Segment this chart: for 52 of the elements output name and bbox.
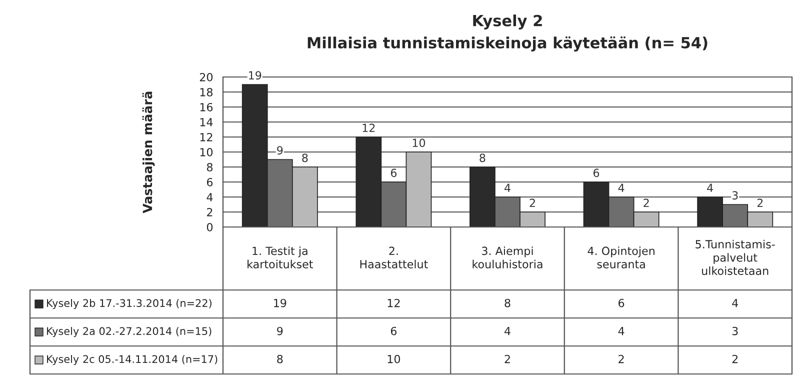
annotation: 6 (390, 168, 397, 178)
annotation: 3 (732, 191, 738, 200)
data-label: 10 (388, 354, 400, 364)
data-label: 4 (618, 326, 624, 336)
y-tick-label: 4 (206, 193, 213, 202)
y-tick-label: 8 (206, 162, 213, 172)
data-label: 19 (274, 298, 286, 308)
annotation: 2 (530, 198, 535, 207)
y-tick-label: 10 (200, 148, 213, 156)
x-tick-label: 3. Aiempi kouluhistoria (472, 246, 542, 268)
data-label: 9 (277, 326, 283, 336)
y-tick-label: 18 (200, 88, 213, 96)
data-label: 6 (618, 298, 624, 308)
data-label: 8 (277, 354, 283, 364)
chart-title: Kysely 2 (473, 14, 542, 30)
data-label: 4 (732, 298, 738, 308)
data-label: 12 (388, 298, 400, 308)
y-tick-label: 6 (206, 178, 213, 186)
data-label: 2 (732, 354, 738, 364)
data-label: 2 (618, 354, 624, 364)
y-tick-label: 12 (200, 132, 212, 142)
y-tick-label: 0 (206, 222, 213, 232)
annotation: 12 (362, 124, 375, 132)
x-tick-label: 1. Testit ja kartoitukset (248, 246, 313, 268)
annotation: 6 (594, 168, 600, 178)
legend-label: Kysely 2b 17.-31.3.2014 (n=22) (47, 298, 212, 310)
legend-label: Kysely 2c 05.-14.11.2014 (n=17) (47, 354, 218, 366)
legend-label: Kysely 2a 02.-27.2.2014 (n=15) (47, 326, 212, 338)
data-label: 8 (504, 298, 510, 308)
annotation: 4 (618, 184, 624, 192)
data-label: 3 (732, 326, 738, 336)
annotation: 4 (707, 184, 713, 192)
annotation: 4 (504, 184, 510, 192)
annotation: 8 (480, 154, 486, 162)
annotation: 2 (644, 198, 649, 207)
annotation: 2 (757, 198, 763, 207)
annotation: 19 (249, 71, 262, 80)
x-tick-label: 4. Opintojen seuranta (588, 246, 654, 268)
data-label: 6 (390, 326, 397, 336)
annotation: 10 (412, 138, 426, 148)
chart-subtitle: Millaisia tunnistamiskeinoja käytetään (n= 54) (308, 36, 708, 52)
y-tick-label: 16 (200, 102, 213, 112)
y-axis-title: Vastaajien määrä (142, 92, 155, 214)
y-tick-label: 14 (200, 118, 213, 126)
x-tick-label: 2. Haastattelut (360, 246, 428, 268)
annotation: 9 (277, 146, 283, 155)
x-tick-label: 5.Tunnistamis- palvelut ulkoistetaan (696, 240, 775, 276)
y-tick-label: 20 (200, 72, 213, 82)
y-tick-label: 2 (207, 208, 212, 216)
annotation: 8 (302, 154, 308, 162)
data-label: 2 (504, 354, 510, 364)
data-label: 4 (504, 326, 510, 336)
